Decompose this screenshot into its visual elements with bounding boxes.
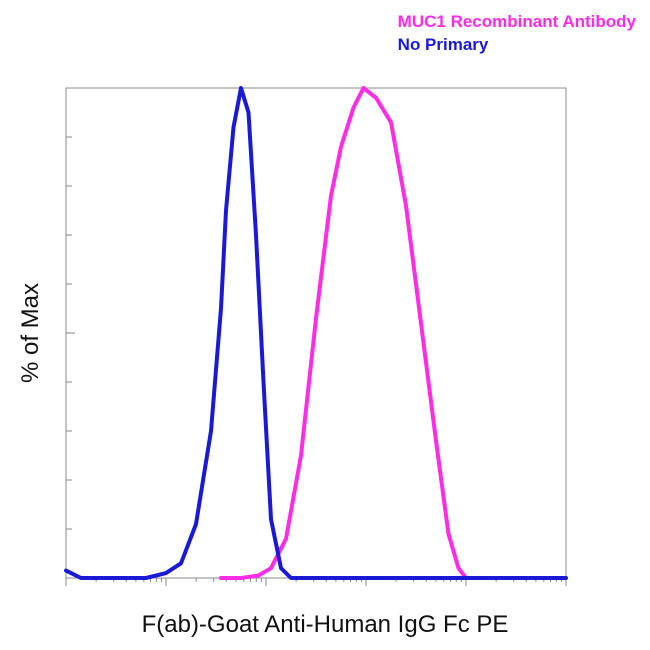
legend-entry-no-primary: No Primary [397, 35, 489, 54]
legend: MUC1 Recombinant Antibody No Primary [398, 10, 636, 56]
series-layer [64, 86, 568, 580]
series-line-no-primary [64, 86, 568, 580]
series-line-muc1 [219, 86, 483, 580]
y-axis-label: % of Max [17, 283, 44, 383]
legend-entry-muc1: MUC1 Recombinant Antibody [397, 12, 636, 31]
x-axis-label: F(ab)-Goat Anti-Human IgG Fc PE [142, 611, 509, 638]
axes [65, 87, 567, 586]
